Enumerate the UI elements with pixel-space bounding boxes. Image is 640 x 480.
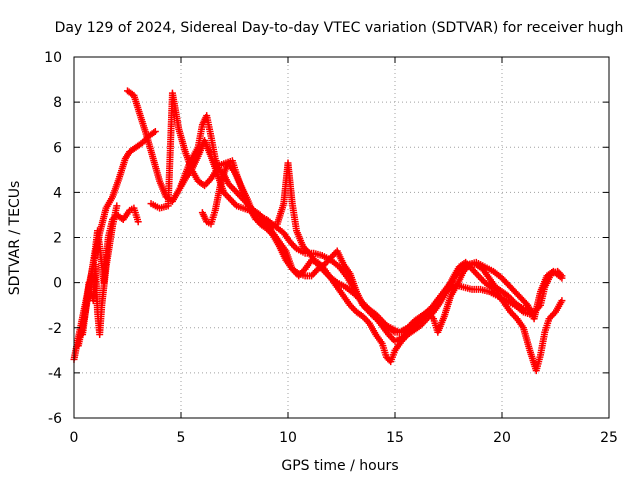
data-point	[231, 186, 238, 194]
data-point	[134, 218, 142, 226]
data-point	[309, 270, 317, 278]
data-point	[510, 311, 518, 319]
data-series	[70, 87, 566, 375]
y-tick-label: 4	[53, 185, 62, 201]
data-point	[229, 199, 237, 207]
data-point	[558, 297, 566, 305]
x-tick-label: 15	[386, 430, 404, 446]
data-point	[226, 195, 234, 203]
data-point	[478, 275, 486, 283]
data-point	[548, 311, 556, 319]
x-tick-label: 20	[493, 430, 511, 446]
x-axis-label: GPS time / hours	[281, 458, 398, 474]
data-point	[228, 197, 236, 205]
data-point	[471, 268, 479, 276]
y-tick-label: 6	[53, 140, 62, 156]
x-tick-label: 10	[279, 430, 297, 446]
data-point	[558, 272, 566, 280]
data-point	[229, 184, 237, 192]
x-tick-label: 5	[177, 430, 186, 446]
axes: 0 5 10 15 20 25 -6 -4 -2 0 2 4 6 8 10	[44, 50, 618, 446]
data-point	[556, 270, 564, 278]
data-point	[311, 268, 319, 276]
y-tick-label: -4	[48, 366, 62, 382]
y-tick-label: -2	[48, 321, 62, 337]
series-trace-f	[177, 112, 566, 375]
series-trace-g	[198, 159, 566, 336]
grid	[74, 57, 609, 418]
data-point	[225, 193, 233, 201]
data-point	[476, 274, 484, 282]
data-point	[474, 272, 482, 280]
series-trace-c	[79, 202, 121, 339]
x-tick-label: 25	[600, 430, 618, 446]
data-point	[151, 127, 159, 135]
y-axis-label: SDTVAR / TECUs	[7, 181, 23, 296]
x-tick-label: 0	[70, 430, 79, 446]
y-tick-label: 0	[53, 276, 62, 292]
data-point	[470, 267, 478, 275]
data-point	[349, 305, 357, 313]
y-tick-label: -6	[48, 411, 62, 427]
data-point	[362, 316, 370, 324]
data-point	[289, 241, 297, 249]
data-point	[202, 180, 210, 188]
chart-title: Day 129 of 2024, Sidereal Day-to-day VTE…	[55, 20, 624, 36]
y-tick-label: 8	[53, 95, 62, 111]
data-point	[227, 183, 235, 191]
y-tick-label: 10	[44, 50, 62, 66]
data-point	[232, 188, 240, 196]
y-tick-label: 2	[53, 231, 62, 247]
data-point	[473, 270, 481, 278]
data-point	[113, 202, 121, 210]
data-point	[223, 192, 231, 200]
